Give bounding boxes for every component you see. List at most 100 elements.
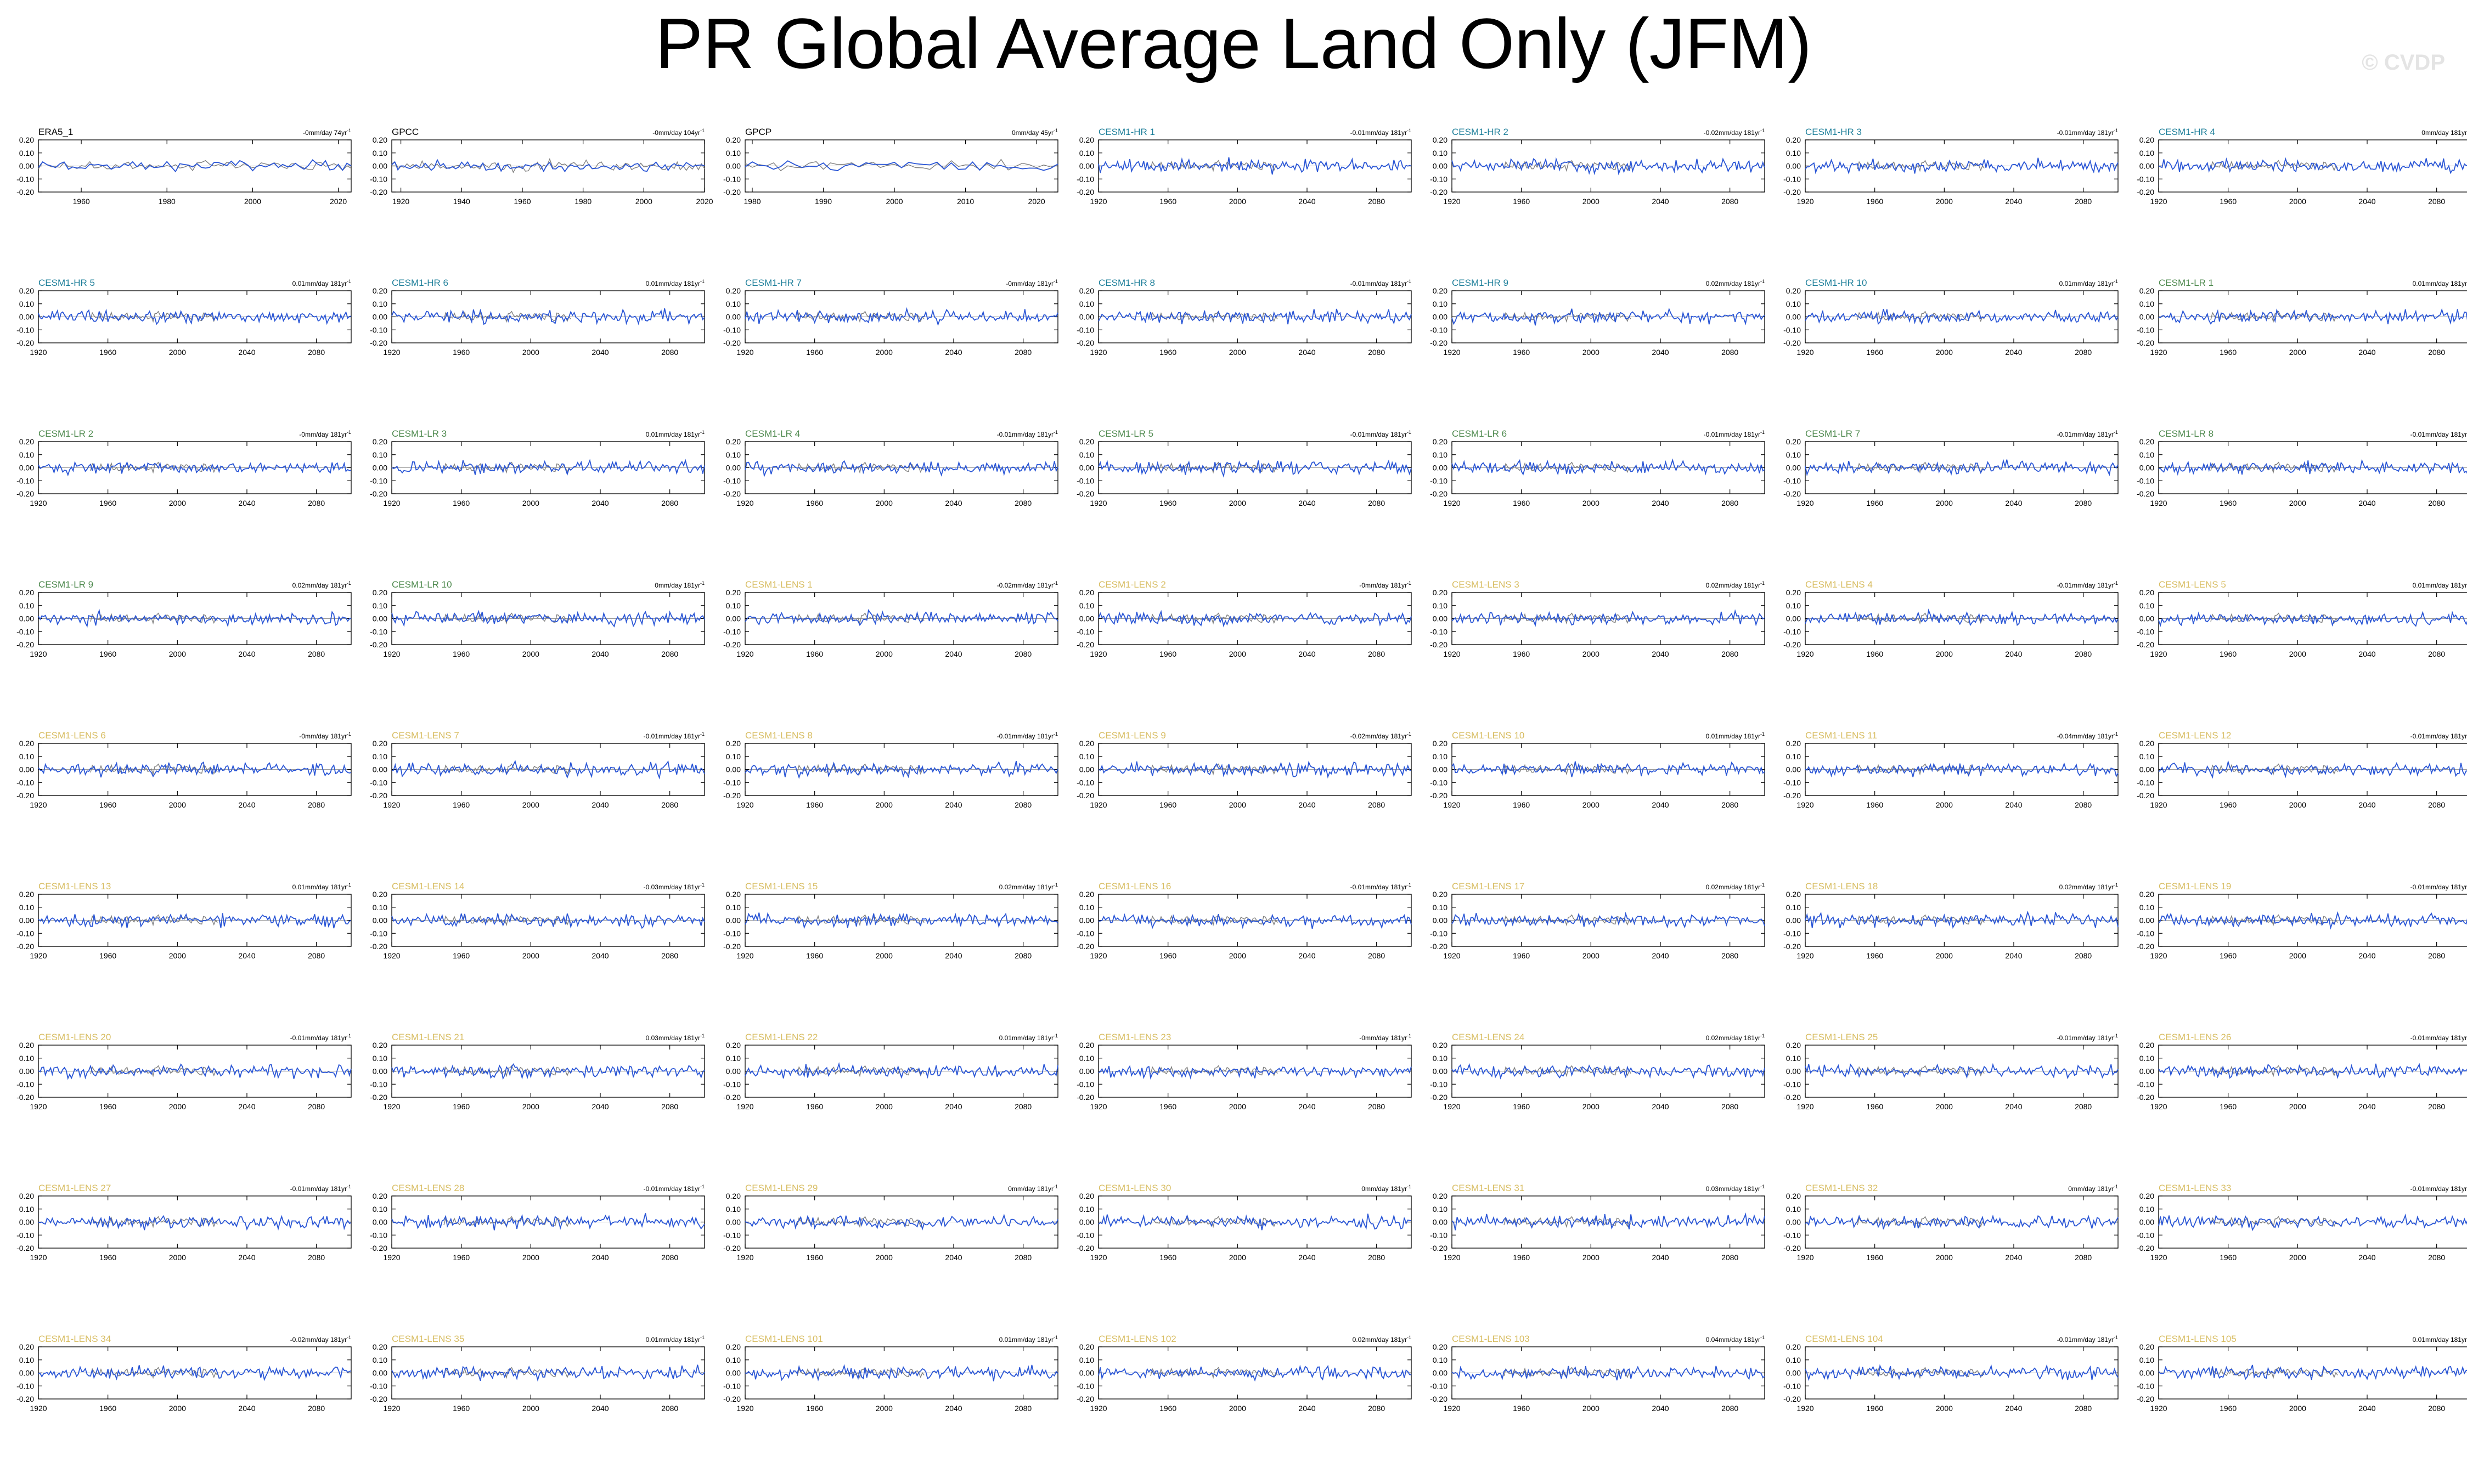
panel-label: CESM1-HR 4 xyxy=(2159,127,2215,137)
obs-series-line xyxy=(797,763,925,776)
x-tick-label: 2080 xyxy=(2428,1253,2445,1262)
panel-label: CESM1-HR 10 xyxy=(1805,278,1867,288)
y-tick-label: 0.20 xyxy=(726,437,741,446)
x-tick-label: 2080 xyxy=(2075,650,2092,658)
x-tick-label: 1920 xyxy=(1796,1102,1813,1111)
x-tick-label: 1960 xyxy=(1866,1102,1883,1111)
x-tick-label: 1920 xyxy=(1796,951,1813,960)
x-tick-label: 1960 xyxy=(1159,650,1176,658)
y-tick-label: -0.20 xyxy=(16,1093,34,1102)
x-tick-label: 1960 xyxy=(453,1253,470,1262)
trend-superscript: -1 xyxy=(2114,1184,2118,1189)
trend-superscript: -1 xyxy=(1054,1184,1058,1189)
y-tick-label: 0.00 xyxy=(19,916,34,925)
x-tick-label: 2080 xyxy=(1015,1102,1032,1111)
x-tick-label: 2080 xyxy=(2428,348,2445,357)
series-line xyxy=(2158,911,2467,930)
y-tick-label: 0.10 xyxy=(1079,903,1094,912)
panel: 0.20 0.10 0.00 -0.10 -0.20 1960 1980 2000 2020 ER… xyxy=(16,127,352,206)
y-tick-label: -0.10 xyxy=(723,1231,741,1239)
x-tick-label: 1960 xyxy=(99,1102,116,1111)
y-tick-label: 0.20 xyxy=(19,136,34,144)
panel-label: CESM1-LENS 16 xyxy=(1099,881,1171,891)
x-tick-label: 2020 xyxy=(330,197,347,206)
panel-trend: -0mm/day 181yr-1 xyxy=(299,430,351,438)
series-line xyxy=(1805,1063,2119,1080)
x-tick-label: 2000 xyxy=(1582,1102,1599,1111)
x-tick-label: 2000 xyxy=(1936,1102,1953,1111)
y-tick-label: 0.00 xyxy=(373,765,387,774)
y-tick-label: 0.20 xyxy=(19,286,34,295)
series-line xyxy=(745,1214,1058,1231)
y-tick-label: 0.10 xyxy=(2139,1356,2154,1364)
y-tick-label: 0.00 xyxy=(1786,765,1801,774)
x-tick-label: 2010 xyxy=(957,197,974,206)
series-line xyxy=(38,1365,352,1381)
x-tick-label: 2000 xyxy=(1229,348,1246,357)
panel-label: CESM1-LENS 5 xyxy=(2159,579,2226,590)
x-tick-label: 2000 xyxy=(2289,499,2306,507)
x-tick-label: 2080 xyxy=(1721,650,1738,658)
obs-series-line xyxy=(1503,763,1631,776)
obs-series-line xyxy=(1150,914,1278,927)
x-tick-label: 2000 xyxy=(1582,348,1599,357)
x-tick-label: 1960 xyxy=(99,951,116,960)
x-tick-label: 2040 xyxy=(2005,951,2022,960)
obs-series-line xyxy=(1503,1216,1631,1228)
panel-trend: 0.02mm/day 181yr-1 xyxy=(1706,580,1765,589)
y-tick-label: 0.20 xyxy=(1079,739,1094,748)
y-tick-label: -0.10 xyxy=(16,778,34,787)
x-tick-label: 2040 xyxy=(592,650,609,658)
x-tick-label: 1960 xyxy=(1866,499,1883,507)
x-tick-label: 2080 xyxy=(1368,348,1385,357)
x-tick-label: 1920 xyxy=(1090,499,1107,507)
trend-superscript: -1 xyxy=(1407,1335,1411,1340)
panel-trend: -0.01mm/day 181yr-1 xyxy=(2057,1335,2118,1344)
panel-label: CESM1-LENS 25 xyxy=(1805,1032,1878,1042)
y-tick-label: 0.20 xyxy=(1433,437,1447,446)
y-tick-label: -0.10 xyxy=(1430,1231,1447,1239)
panel-label: CESM1-LR 9 xyxy=(38,579,93,590)
trend-superscript: -1 xyxy=(1760,731,1765,737)
y-tick-label: 0.20 xyxy=(19,437,34,446)
obs-series-line xyxy=(1857,160,1985,172)
y-tick-label: 0.20 xyxy=(726,588,741,597)
x-tick-label: 1960 xyxy=(806,1404,823,1413)
x-tick-label: 2000 xyxy=(2289,197,2306,206)
panel-label: CESM1-LENS 23 xyxy=(1099,1032,1171,1042)
obs-series-line xyxy=(797,612,925,625)
panel-trend: -0mm/day 181yr-1 xyxy=(299,731,351,740)
x-tick-label: 2040 xyxy=(2005,348,2022,357)
y-tick-label: 0.00 xyxy=(726,1369,741,1378)
x-tick-label: 2000 xyxy=(1936,348,1953,357)
series-line xyxy=(1805,1214,2119,1229)
y-tick-label: 0.00 xyxy=(1079,313,1094,321)
x-tick-label: 1920 xyxy=(1796,800,1813,809)
panel-label: CESM1-LENS 34 xyxy=(38,1334,111,1344)
x-tick-label: 2040 xyxy=(238,348,255,357)
y-tick-label: -0.20 xyxy=(1077,338,1094,347)
panel-trend: -0.04mm/day 181yr-1 xyxy=(2057,731,2118,740)
trend-superscript: -1 xyxy=(1054,430,1058,435)
y-tick-label: 0.10 xyxy=(1786,752,1801,761)
panel-label: CESM1-LENS 26 xyxy=(2159,1032,2231,1042)
x-tick-label: 2040 xyxy=(238,499,255,507)
x-tick-label: 1920 xyxy=(2150,800,2167,809)
x-tick-label: 2000 xyxy=(1229,800,1246,809)
obs-series-line xyxy=(90,461,218,474)
x-tick-label: 2080 xyxy=(2428,197,2445,206)
y-tick-label: -0.10 xyxy=(1783,325,1801,334)
y-tick-label: 0.20 xyxy=(19,739,34,748)
panel-label: CESM1-LENS 8 xyxy=(745,730,813,741)
x-tick-label: 1940 xyxy=(453,197,470,206)
y-tick-label: 0.00 xyxy=(726,313,741,321)
y-tick-label: 0.00 xyxy=(726,1218,741,1227)
series-line xyxy=(38,461,352,477)
